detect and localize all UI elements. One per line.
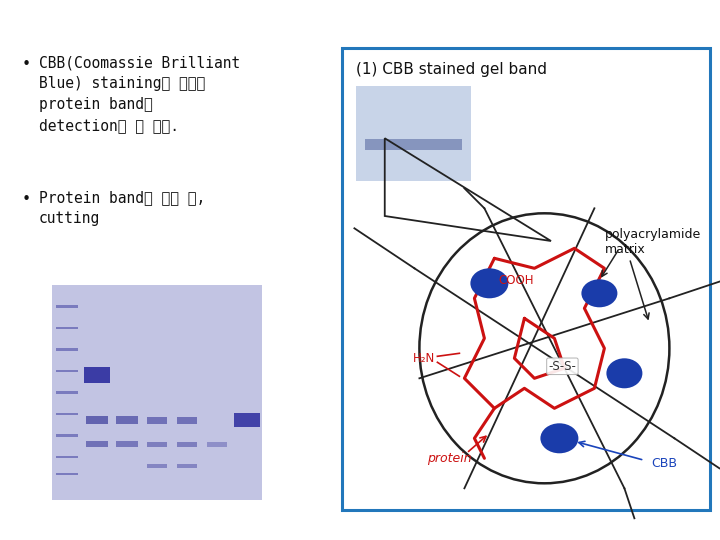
Text: H₂N: H₂N: [413, 352, 436, 365]
Bar: [55, 327, 78, 329]
Text: •: •: [22, 57, 31, 72]
Bar: [116, 441, 138, 447]
Bar: [55, 473, 78, 475]
Bar: [84, 367, 109, 383]
Bar: [177, 464, 197, 468]
Bar: [142, 285, 172, 500]
Text: protein band를: protein band를: [39, 97, 153, 112]
Text: CBB(Coomassie Brilliant: CBB(Coomassie Brilliant: [39, 55, 240, 70]
Ellipse shape: [541, 423, 578, 453]
Bar: [82, 285, 112, 500]
Text: (1) CBB stained gel band: (1) CBB stained gel band: [356, 62, 547, 77]
Text: polyacrylamide
matrix: polyacrylamide matrix: [604, 228, 701, 256]
Bar: [148, 417, 167, 424]
Bar: [148, 464, 167, 468]
Bar: [55, 392, 78, 394]
Ellipse shape: [582, 279, 618, 307]
Bar: [55, 456, 78, 458]
Bar: [207, 442, 227, 447]
Bar: [232, 285, 262, 500]
Bar: [86, 416, 108, 424]
Bar: [55, 348, 78, 351]
Bar: [112, 285, 142, 500]
Bar: [234, 414, 260, 428]
Bar: [342, 48, 710, 510]
Bar: [177, 442, 197, 447]
Text: Protein band를 확인 후,: Protein band를 확인 후,: [39, 190, 205, 205]
Ellipse shape: [470, 268, 508, 298]
Ellipse shape: [606, 359, 642, 388]
Text: -S-S-: -S-S-: [549, 360, 576, 373]
Text: protein: protein: [427, 452, 472, 465]
Text: detection할 수 있다.: detection할 수 있다.: [39, 118, 179, 133]
Bar: [55, 305, 78, 308]
Bar: [55, 434, 78, 437]
Text: CBB: CBB: [652, 457, 678, 470]
Text: cutting: cutting: [39, 211, 100, 226]
Bar: [55, 413, 78, 415]
Text: •: •: [22, 192, 31, 207]
Bar: [86, 441, 108, 447]
Bar: [202, 285, 232, 500]
Bar: [52, 285, 262, 500]
Bar: [55, 370, 78, 372]
Text: Blue) staining을 통하여: Blue) staining을 통하여: [39, 76, 205, 91]
Bar: [356, 86, 471, 181]
Bar: [364, 139, 462, 151]
Bar: [172, 285, 202, 500]
Bar: [52, 285, 82, 500]
Bar: [177, 417, 197, 424]
Bar: [116, 416, 138, 424]
Bar: [148, 442, 167, 447]
Text: COOH: COOH: [499, 274, 534, 287]
